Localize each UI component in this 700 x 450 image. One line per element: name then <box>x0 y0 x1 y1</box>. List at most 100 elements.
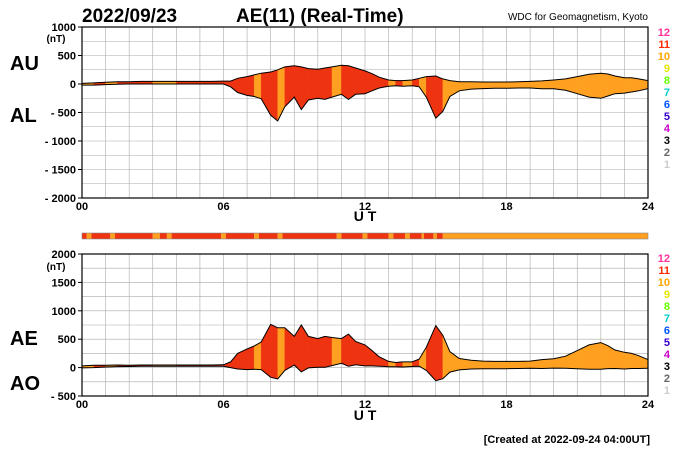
ae-ao-area-segment <box>341 333 349 367</box>
au-al-area-segment <box>348 65 356 100</box>
ae-ao-area-segment <box>270 324 278 380</box>
ae-ao-area-segment <box>294 324 302 373</box>
activity-level-bar <box>81 232 649 240</box>
ae-ao-area-segment <box>331 337 342 366</box>
activity-bar-segment <box>367 233 389 239</box>
activity-level-label: 7 <box>664 87 670 99</box>
ae-ao-area-segment <box>324 336 333 368</box>
ae-ao-plot-border <box>81 253 649 397</box>
activity-bar-segment <box>442 233 648 239</box>
ae-ao-area-segment <box>317 336 326 368</box>
activity-level-label: 8 <box>664 301 670 313</box>
ae-ao-x-tick-label: 24 <box>642 399 655 411</box>
activity-bar-border <box>81 232 649 240</box>
activity-level-label: 5 <box>664 111 670 123</box>
ae-ao-area-segment <box>246 345 255 370</box>
au-al-area-segment <box>624 77 632 94</box>
au-al-area-segment <box>470 81 484 90</box>
au-al-x-tick-label: 06 <box>217 201 229 213</box>
ae-ao-x-tick-label: 06 <box>217 399 229 411</box>
ae-ao-area-segment <box>588 342 602 370</box>
ae-ao-x-tick-label: 18 <box>500 399 512 411</box>
au-al-area-segment <box>631 77 639 93</box>
activity-bar-segment <box>362 233 368 239</box>
activity-bar-segment <box>82 233 87 239</box>
au-al-area-segment <box>284 65 295 108</box>
au-al-x-axis-label: U T <box>354 208 377 224</box>
ae-ao-area-segment <box>237 348 248 370</box>
au-al-al-line <box>82 83 649 122</box>
al-label: AL <box>10 105 37 127</box>
activity-bar-segment <box>86 233 92 239</box>
activity-level-label: 4 <box>664 123 671 135</box>
ae-ao-y-tick-label: 2000 <box>52 249 76 261</box>
ae-ao-area-segment <box>506 361 519 369</box>
ae-ao-y-tick-label: 500 <box>58 334 76 346</box>
date-title: 2022/09/23 <box>82 6 177 27</box>
au-al-area-segment <box>317 67 326 100</box>
activity-bar-segment <box>166 233 172 239</box>
ae-ao-y-tick-label: 1000 <box>52 306 76 318</box>
ae-ao-x-axis-label: U T <box>354 407 377 423</box>
au-al-area-segment <box>261 71 271 117</box>
au-al-grid <box>82 27 648 198</box>
activity-bar-segment <box>405 233 410 239</box>
ae-ao-area-segment <box>378 356 389 367</box>
ae-ao-panel: 2000 1500 1000 500 0 - 500 00 06 12 18 24 (nT) AE… <box>10 249 655 423</box>
au-al-area-segment <box>541 79 554 90</box>
activity-bar-segment <box>277 233 283 239</box>
au-al-panel: 1000 500 0 - 500 - 1000 - 1500 - 2000 00 06 12 18… <box>10 22 655 224</box>
au-al-area-segment <box>308 68 319 101</box>
activity-level-label: 1 <box>664 159 670 171</box>
activity-level-label: 2 <box>664 373 670 385</box>
activity-bar-segment <box>91 233 111 239</box>
activity-bar-segment <box>115 233 153 239</box>
ao-label: AO <box>10 373 40 395</box>
au-al-area-segment <box>494 81 507 89</box>
au-al-area-segment <box>588 72 602 99</box>
au-al-area-segment <box>301 66 309 111</box>
activity-level-label: 9 <box>664 289 670 301</box>
au-al-area-segment <box>331 64 342 98</box>
ae-ao-area <box>81 323 649 382</box>
au-al-y-tick-label: - 2000 <box>45 193 76 205</box>
au-al-area-segment <box>607 73 616 97</box>
au-al-area-segment <box>506 81 519 89</box>
activity-level-label: 12 <box>658 27 670 39</box>
ae-ao-area-segment <box>600 342 609 370</box>
ae-ao-area-segment <box>577 344 590 370</box>
au-al-x-tick-label: 00 <box>76 201 88 213</box>
source-label: WDC for Geomagnetism, Kyoto <box>508 12 648 23</box>
ae-ao-y-tick-label: - 500 <box>51 391 76 403</box>
activity-bar-segment <box>258 233 278 239</box>
au-al-area-segment <box>324 66 333 100</box>
created-note: [Created at 2022-09-24 04:00UT] <box>484 434 651 446</box>
chart-title: AE(11) (Real-Time) <box>236 6 404 27</box>
activity-bar-segment <box>282 233 337 239</box>
ae-ao-y-tick-label: 0 <box>70 363 76 375</box>
au-al-x-tick-label: 18 <box>500 201 512 213</box>
activity-bar-segment <box>423 233 434 239</box>
activity-level-label: 6 <box>664 99 670 111</box>
au-al-x-tick-label: 12 <box>359 201 371 213</box>
activity-level-label: 9 <box>664 63 670 75</box>
au-al-x-tick-label: 24 <box>642 201 655 213</box>
activity-level-label: 10 <box>658 277 670 289</box>
activity-bar-segment <box>388 233 394 239</box>
au-al-area-segment <box>246 74 255 97</box>
ae-ao-area-segment <box>308 336 319 369</box>
ae-ao-ao-line <box>81 362 649 382</box>
ae-ao-grid <box>82 254 648 396</box>
ae-ao-x-tick-label: 00 <box>76 399 88 411</box>
activity-bar-segment <box>254 233 259 239</box>
au-al-area-segment <box>426 75 436 119</box>
au-al-y-tick-label: 0 <box>70 79 76 91</box>
activity-bar-segment <box>433 233 437 239</box>
activity-level-label: 12 <box>658 253 670 265</box>
au-al-area <box>81 64 649 122</box>
ae-ao-area-segment <box>355 341 366 367</box>
activity-level-label: 10 <box>658 51 670 63</box>
